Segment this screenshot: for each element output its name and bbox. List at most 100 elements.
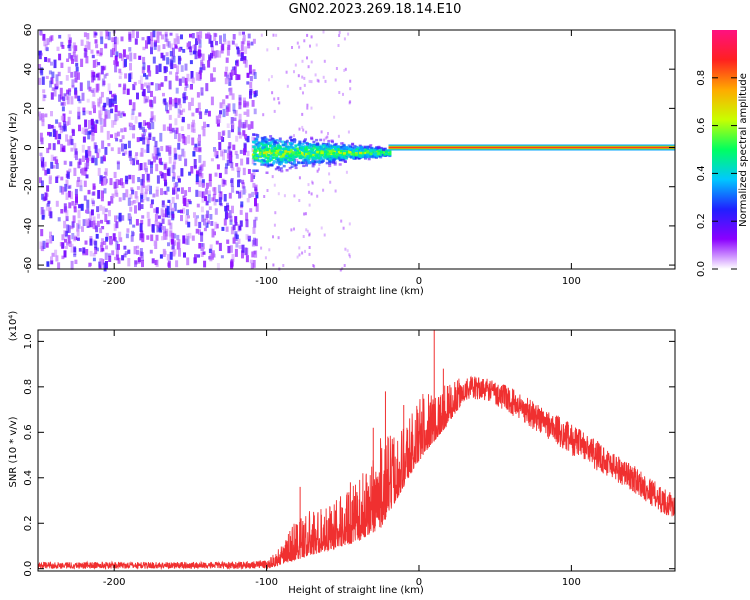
noise-cell bbox=[98, 262, 102, 269]
noise-cell bbox=[116, 131, 120, 137]
noise-cell bbox=[180, 135, 184, 142]
noise-cell bbox=[138, 112, 142, 117]
noise-cell bbox=[254, 188, 258, 195]
noise-cell bbox=[230, 226, 234, 235]
noise-cell bbox=[187, 199, 191, 203]
noise-cell bbox=[180, 209, 183, 214]
noise-cell bbox=[201, 198, 205, 203]
noise-cell bbox=[169, 251, 173, 260]
x-tick-label: 0 bbox=[416, 276, 422, 287]
signal-cell bbox=[301, 148, 305, 152]
noise-cell bbox=[40, 207, 44, 215]
noise-cell bbox=[178, 47, 182, 52]
noise-cell bbox=[114, 190, 118, 194]
signal-cell bbox=[345, 146, 349, 150]
sparse-cell bbox=[277, 192, 280, 196]
noise-cell bbox=[229, 150, 233, 155]
noise-cell bbox=[92, 201, 95, 207]
noise-cell bbox=[235, 74, 239, 81]
noise-cell bbox=[211, 250, 215, 257]
sparse-cell bbox=[306, 33, 309, 37]
signal-cell bbox=[282, 143, 286, 147]
signal-cell bbox=[278, 146, 282, 149]
noise-cell bbox=[99, 52, 103, 57]
noise-cell bbox=[154, 220, 158, 227]
signal-cell bbox=[303, 159, 307, 162]
signal-cell bbox=[254, 150, 258, 153]
sparse-cell bbox=[302, 91, 304, 95]
noise-cell bbox=[177, 239, 181, 249]
noise-cell bbox=[140, 204, 144, 209]
noise-cell bbox=[39, 177, 42, 184]
noise-cell bbox=[95, 225, 99, 233]
noise-cell bbox=[155, 83, 159, 91]
signal-cell bbox=[266, 157, 270, 160]
signal-cell bbox=[261, 161, 265, 165]
noise-cell bbox=[189, 51, 193, 56]
signal-cell bbox=[322, 148, 326, 151]
noise-cell bbox=[167, 262, 171, 267]
noise-cell bbox=[215, 50, 219, 58]
noise-cell bbox=[39, 152, 43, 156]
noise-cell bbox=[104, 168, 108, 177]
noise-cell bbox=[153, 208, 157, 213]
noise-cell bbox=[235, 154, 239, 159]
signal-cell bbox=[312, 156, 316, 160]
noise-cell bbox=[122, 87, 126, 95]
noise-cell bbox=[46, 168, 50, 174]
noise-cell bbox=[105, 232, 109, 240]
signal-cell bbox=[324, 155, 328, 159]
signal-cell bbox=[253, 162, 257, 166]
noise-cell bbox=[50, 260, 54, 265]
noise-cell bbox=[48, 176, 52, 184]
noise-cell bbox=[238, 31, 242, 36]
sparse-cell bbox=[306, 103, 309, 107]
noise-cell bbox=[111, 94, 115, 98]
noise-cell bbox=[185, 84, 189, 88]
noise-cell bbox=[195, 189, 199, 197]
signal-cell bbox=[306, 144, 310, 148]
noise-cell bbox=[237, 238, 241, 244]
noise-cell bbox=[83, 130, 87, 135]
noise-cell bbox=[170, 239, 174, 245]
noise-cell bbox=[53, 87, 57, 97]
signal-cell bbox=[256, 146, 260, 149]
carrier-line bbox=[388, 146, 675, 149]
sparse-cell bbox=[316, 194, 319, 198]
noise-cell bbox=[177, 108, 181, 114]
signal-cell bbox=[317, 156, 321, 160]
noise-cell bbox=[63, 250, 67, 258]
signal-cell bbox=[300, 146, 304, 150]
noise-cell bbox=[71, 85, 75, 89]
noise-cell bbox=[164, 33, 168, 42]
noise-cell bbox=[175, 75, 179, 82]
sparse-cell bbox=[347, 32, 350, 36]
sparse-cell bbox=[342, 92, 344, 96]
noise-cell bbox=[57, 71, 61, 77]
noise-cell bbox=[82, 219, 86, 226]
x-tick-label: 100 bbox=[562, 577, 581, 588]
noise-cell bbox=[99, 117, 103, 125]
noise-cell bbox=[237, 126, 241, 135]
noise-cell bbox=[87, 189, 91, 195]
noise-cell bbox=[114, 105, 118, 113]
colorbar-tick-label: 0.0 bbox=[696, 261, 707, 277]
sparse-cell bbox=[298, 199, 301, 202]
noise-cell bbox=[100, 156, 104, 164]
noise-cell bbox=[238, 132, 242, 139]
noise-cell bbox=[87, 41, 91, 50]
noise-cell bbox=[201, 182, 205, 188]
signal-cell bbox=[302, 164, 306, 168]
signal-cell bbox=[317, 160, 321, 163]
noise-cell bbox=[133, 81, 137, 86]
noise-cell bbox=[107, 201, 111, 206]
noise-cell bbox=[239, 149, 243, 154]
y-tick-label: 0.2 bbox=[23, 515, 34, 531]
noise-cell bbox=[229, 219, 233, 225]
noise-cell bbox=[134, 205, 137, 214]
noise-cell bbox=[161, 200, 165, 205]
signal-cell bbox=[261, 137, 265, 140]
noise-cell bbox=[73, 142, 77, 150]
noise-cell bbox=[153, 145, 157, 155]
noise-cell bbox=[163, 66, 167, 74]
